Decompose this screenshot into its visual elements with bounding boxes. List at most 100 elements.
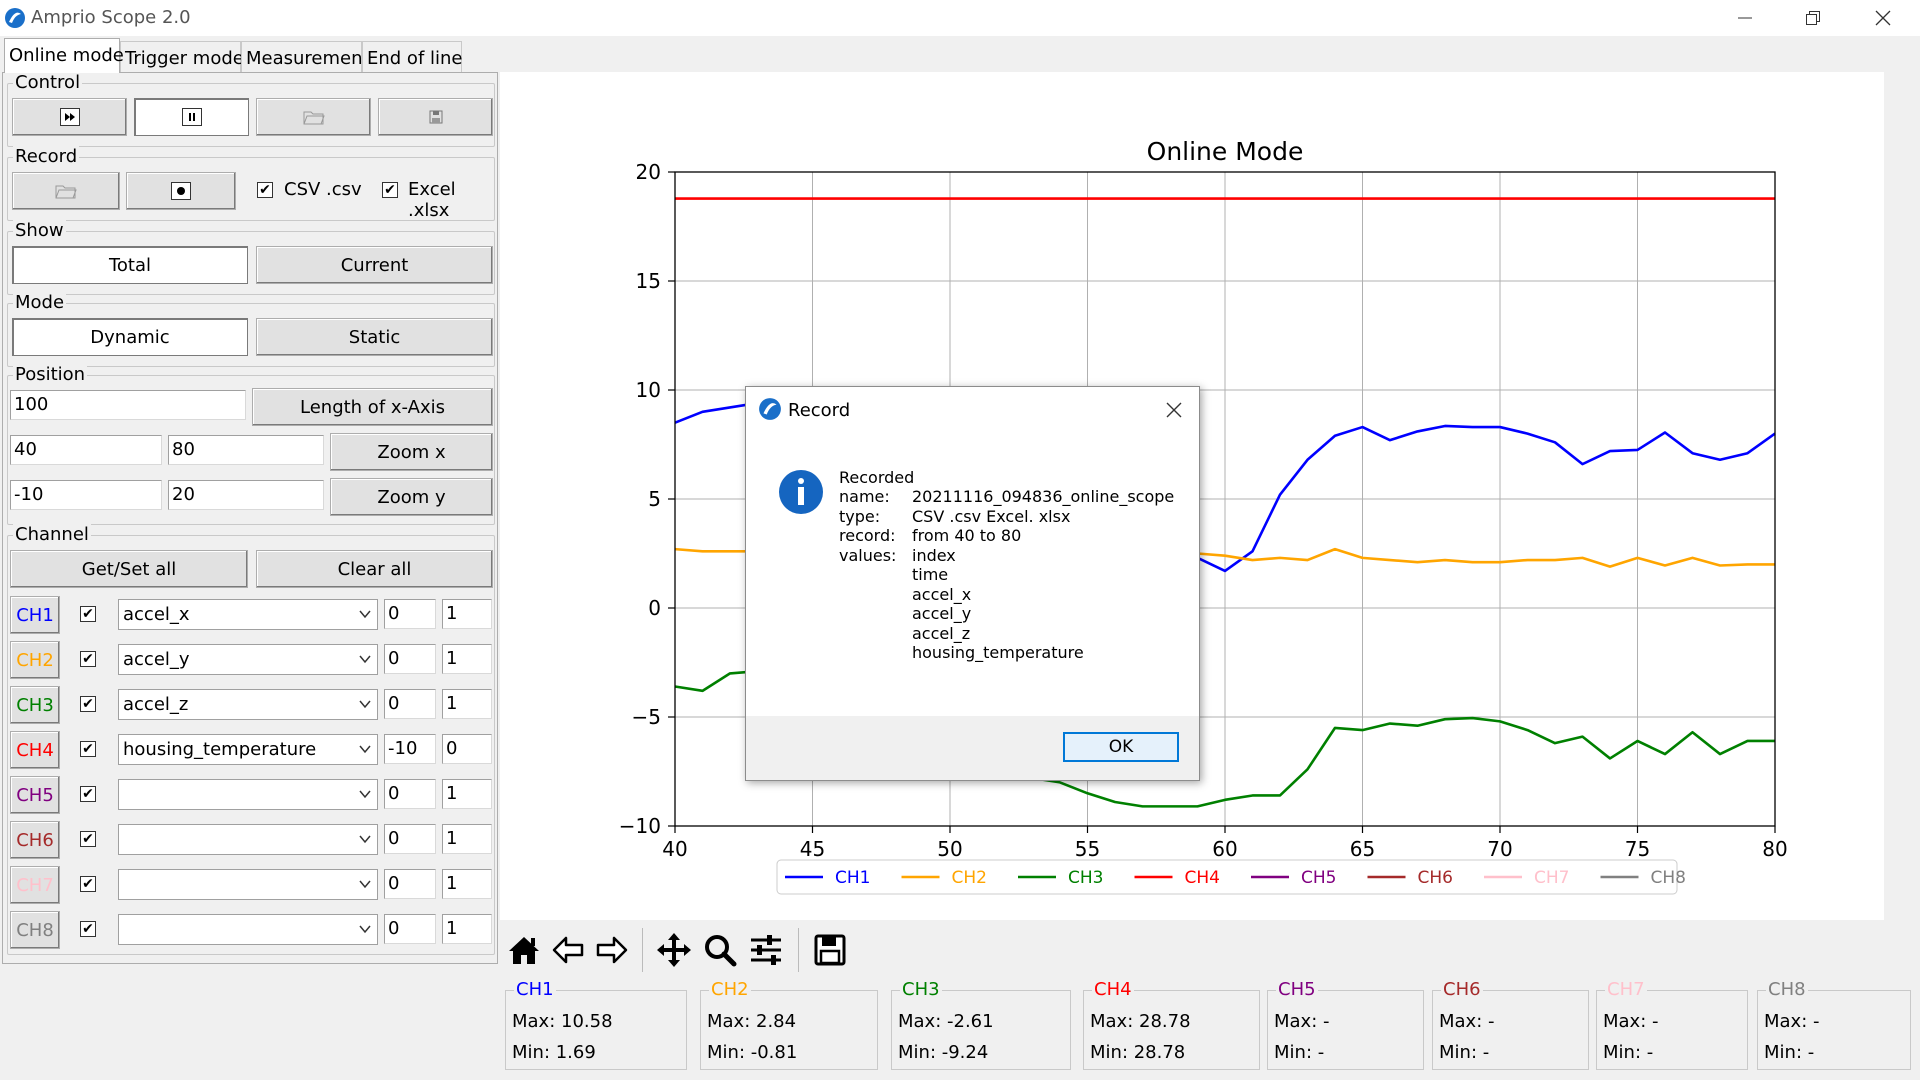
y-max-input[interactable]: 20: [168, 480, 324, 510]
channel-scale-input[interactable]: 1: [442, 914, 492, 944]
channel-signal-select[interactable]: [118, 869, 378, 900]
channel-signal-value: housing_temperature: [123, 739, 317, 760]
channel-scale-input[interactable]: 1: [442, 869, 492, 899]
channel-offset-input[interactable]: 0: [384, 779, 436, 809]
stats-max: Max: 10.58: [512, 1011, 613, 1032]
stats-max: Max: -: [1274, 1011, 1330, 1032]
channel-signal-select[interactable]: housing_temperature: [118, 734, 378, 765]
x-tick-label: 45: [800, 837, 825, 861]
dialog-detail-value: accel_x: [912, 584, 972, 604]
channel-button[interactable]: CH8: [10, 911, 60, 949]
channel-enable-checkbox[interactable]: ✔: [80, 876, 96, 892]
channel-scale-input[interactable]: 1: [442, 644, 492, 674]
channel-scale-input[interactable]: 1: [442, 689, 492, 719]
pause-button[interactable]: [134, 98, 249, 136]
channel-enable-checkbox[interactable]: ✔: [80, 696, 96, 712]
zoom-icon: [705, 935, 737, 967]
record-folder-button[interactable]: [12, 172, 120, 210]
minimize-icon: [1738, 17, 1752, 19]
static-button[interactable]: Static: [256, 318, 493, 356]
channel-enable-checkbox[interactable]: ✔: [80, 651, 96, 667]
chevron-down-icon: [359, 655, 371, 664]
channel-signal-select[interactable]: [118, 824, 378, 855]
chart-title: Online Mode: [1147, 137, 1304, 166]
checkmark-icon: ✔: [82, 786, 94, 802]
channel-offset-input[interactable]: 0: [384, 869, 436, 899]
dialog-detail-value: 20211116_094836_online_scope: [912, 487, 1175, 506]
length-x-axis-button[interactable]: Length of x-Axis: [252, 388, 493, 426]
ok-button[interactable]: OK: [1063, 732, 1179, 762]
pan-button[interactable]: [652, 926, 696, 974]
home-button[interactable]: [502, 926, 546, 974]
channel-signal-select[interactable]: accel_z: [118, 689, 378, 720]
channel-enable-checkbox[interactable]: ✔: [80, 921, 96, 937]
tab-measurement[interactable]: Measurement: [241, 41, 370, 72]
legend-label: CH1: [835, 868, 870, 888]
tab-end-of-line[interactable]: End of line: [362, 41, 462, 72]
channel-scale-input[interactable]: 1: [442, 599, 492, 629]
channel-enable-checkbox[interactable]: ✔: [80, 831, 96, 847]
x-tick-label: 75: [1625, 837, 1650, 861]
tab-trigger-mode[interactable]: Trigger mode: [120, 41, 244, 72]
save-button[interactable]: [378, 98, 493, 136]
record-button[interactable]: [126, 172, 236, 210]
channel-offset-input[interactable]: 0: [384, 824, 436, 854]
x-max-input[interactable]: 80: [168, 435, 324, 465]
excel-checkbox[interactable]: ✔: [382, 182, 398, 198]
total-button[interactable]: Total: [12, 246, 248, 284]
stats-channel-label: CH8: [1766, 979, 1808, 1000]
open-folder-button[interactable]: [256, 98, 371, 136]
channel-signal-select[interactable]: accel_x: [118, 599, 378, 630]
current-button[interactable]: Current: [256, 246, 493, 284]
channel-offset-input[interactable]: 0: [384, 914, 436, 944]
dialog-close-button[interactable]: [1159, 395, 1189, 425]
close-button[interactable]: [1848, 0, 1918, 36]
channel-button[interactable]: CH1: [10, 596, 60, 634]
x-min-input[interactable]: 40: [10, 435, 162, 465]
channel-button[interactable]: CH7: [10, 866, 60, 904]
legend-label: CH4: [1185, 868, 1220, 888]
channel-offset-input[interactable]: 0: [384, 644, 436, 674]
minimize-button[interactable]: [1710, 0, 1780, 36]
channel-scale-input[interactable]: 0: [442, 734, 492, 764]
stats-min: Min: -9.24: [898, 1042, 989, 1063]
channel-enable-checkbox[interactable]: ✔: [80, 786, 96, 802]
get-set-all-button[interactable]: Get/Set all: [10, 550, 248, 588]
back-button[interactable]: [546, 926, 590, 974]
channel-offset-input[interactable]: 0: [384, 599, 436, 629]
y-tick-label: −5: [632, 705, 661, 729]
show-group: Show Total Current: [7, 220, 495, 295]
save-figure-button[interactable]: [808, 926, 852, 974]
channel-button[interactable]: CH2: [10, 641, 60, 679]
start-button[interactable]: [12, 98, 127, 136]
channel-button[interactable]: CH3: [10, 686, 60, 724]
configure-button[interactable]: [744, 926, 788, 974]
y-min-input[interactable]: -10: [10, 480, 162, 510]
channel-offset-input[interactable]: 0: [384, 689, 436, 719]
forward-button[interactable]: [590, 926, 634, 974]
channel-scale-input[interactable]: 1: [442, 779, 492, 809]
y-tick-label: 5: [648, 487, 661, 511]
channel-signal-select[interactable]: accel_y: [118, 644, 378, 675]
channel-signal-select[interactable]: [118, 779, 378, 810]
clear-all-button[interactable]: Clear all: [256, 550, 493, 588]
channel-scale-input[interactable]: 1: [442, 824, 492, 854]
channel-enable-checkbox[interactable]: ✔: [80, 606, 96, 622]
channel-enable-checkbox[interactable]: ✔: [80, 741, 96, 757]
zoom-x-button[interactable]: Zoom x: [330, 433, 493, 471]
channel-button[interactable]: CH5: [10, 776, 60, 814]
restore-button[interactable]: [1778, 0, 1848, 36]
info-icon: [779, 470, 823, 514]
x-axis-length-input[interactable]: 100: [10, 390, 246, 420]
channel-offset-input[interactable]: -10: [384, 734, 436, 764]
channel-signal-select[interactable]: [118, 914, 378, 945]
stats-channel-label: CH5: [1276, 979, 1318, 1000]
dynamic-button[interactable]: Dynamic: [12, 318, 248, 356]
stats-min: Min: -: [1603, 1042, 1654, 1063]
zoom-y-button[interactable]: Zoom y: [330, 478, 493, 516]
tab-online-mode[interactable]: Online mode: [4, 38, 124, 73]
zoom-button[interactable]: [698, 926, 742, 974]
channel-button[interactable]: CH6: [10, 821, 60, 859]
channel-button[interactable]: CH4: [10, 731, 60, 769]
csv-checkbox[interactable]: ✔: [257, 182, 273, 198]
